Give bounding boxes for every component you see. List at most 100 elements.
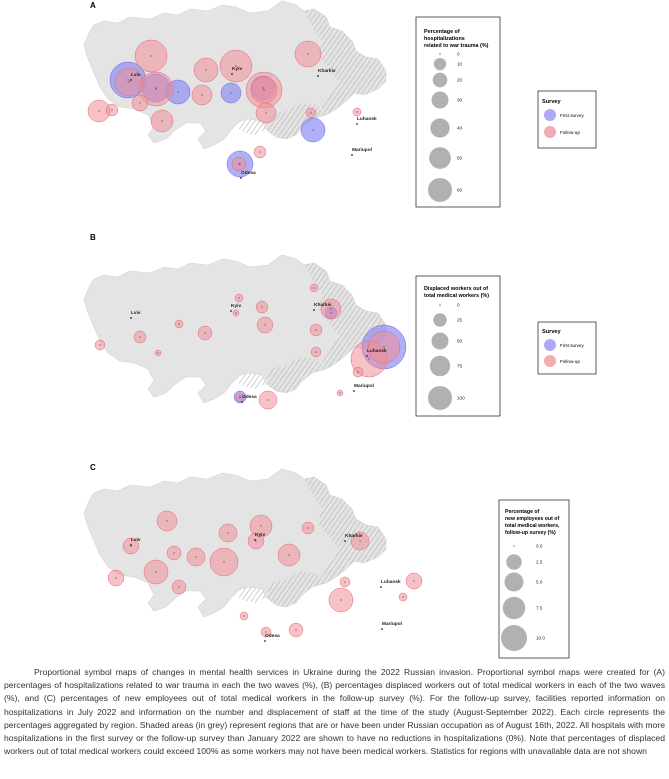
symbol-centre-dot: [259, 151, 261, 153]
symbol-centre-dot: [356, 111, 358, 113]
size-legend-c-title-1: Percentage of: [505, 509, 540, 515]
size-legend-label: 50: [457, 339, 463, 344]
size-legend-circle: [430, 118, 450, 138]
size-legend-c-title-4: follow-up survey (%): [505, 530, 556, 536]
city-marker-mariupol: [381, 628, 383, 630]
occupied-region-c: [238, 477, 386, 607]
symbol-centre-dot: [265, 631, 267, 633]
symbol-centre-dot: [310, 112, 312, 114]
size-legend-b: Displaced workers out of total medical w…: [415, 275, 501, 417]
size-legend-label: 50: [457, 156, 463, 161]
city-label-lviv: Lviv: [131, 72, 141, 78]
size-legend-c-title-2: new employees out of: [505, 516, 559, 522]
city-label-odesa: Odesa: [241, 170, 256, 176]
size-legend-label: 25: [457, 318, 463, 323]
symbol-centre-dot: [383, 346, 385, 348]
symbol-centre-dot: [295, 629, 297, 631]
symbol-centre-dot: [243, 615, 245, 617]
symbol-centre-dot: [161, 120, 163, 122]
symbol-centre-dot: [315, 351, 317, 353]
city-marker-odesa: [264, 640, 266, 642]
size-legend-a-title-3: related to war trauma (%): [424, 43, 489, 49]
size-legend-a-title-1: Percentage of: [424, 29, 460, 35]
symbol-centre-dot: [267, 399, 269, 401]
figure-canvas: A B C Lviv Kyiv Kharkiv Luhansk Mariupol Odes…: [83, 0, 597, 659]
symbol-centre-dot: [307, 527, 309, 529]
city-marker-mariupol: [351, 154, 353, 156]
symbol-centre-dot: [155, 87, 157, 89]
city-label-mariupol: Mariupol: [382, 621, 402, 627]
symbol-centre-dot: [178, 323, 180, 325]
size-legend-label: 75: [457, 364, 463, 369]
city-label-luhansk: Luhansk: [367, 348, 387, 354]
size-legend-circle: [431, 91, 449, 109]
symbol-centre-dot: [263, 89, 265, 91]
size-legend-label: 10.0: [536, 636, 545, 641]
city-marker-kharkiv: [313, 309, 315, 311]
symbol-centre-dot: [313, 287, 315, 289]
survey-legend-b: Survey First survey Follow-up: [537, 321, 597, 375]
symbol-centre-dot: [238, 297, 240, 299]
size-legend-label: 20: [457, 78, 463, 83]
survey-legend-a: Survey First survey Follow-up: [537, 90, 597, 149]
survey-legend-a-label-first: First survey: [560, 113, 584, 118]
symbol-centre-dot: [368, 358, 370, 360]
symbol-centre-dot: [227, 532, 229, 534]
size-legend-b-title-2: total medical workers (%): [424, 293, 489, 299]
city-marker-lviv: [130, 79, 132, 81]
city-marker-kyiv: [231, 73, 233, 75]
occupied-region-a: [238, 9, 386, 139]
size-legend-circle: [439, 304, 441, 306]
size-legend-circle: [432, 72, 448, 88]
symbol-centre-dot: [315, 329, 317, 331]
symbol-centre-dot: [235, 312, 237, 314]
size-legend-label: 0.0: [536, 544, 543, 549]
city-marker-mariupol: [353, 390, 355, 392]
size-legend-label: 10: [457, 62, 463, 67]
size-legend-circle: [433, 57, 447, 71]
symbol-centre-dot: [155, 571, 157, 573]
survey-legend-b-key-first: [544, 339, 556, 351]
city-marker-lviv: [130, 317, 132, 319]
city-label-odesa: Odesa: [242, 394, 257, 400]
city-label-kharkiv: Kharkiv: [318, 68, 336, 74]
symbol-centre-dot: [157, 352, 159, 354]
panel-label-b: B: [90, 233, 96, 242]
symbol-centre-dot: [402, 596, 404, 598]
size-legend-circle: [504, 572, 524, 592]
city-marker-kharkiv: [317, 75, 319, 77]
size-legend-circle: [428, 178, 452, 202]
symbol-centre-dot: [255, 540, 257, 542]
symbol-centre-dot: [115, 577, 117, 579]
size-legend-label: 0: [457, 52, 460, 57]
city-label-kharkiv: Kharkiv: [345, 533, 363, 539]
size-legend-label: 5.0: [536, 580, 543, 585]
symbol-centre-dot: [239, 397, 241, 399]
size-legend-circle: [433, 313, 447, 327]
size-legend-circle: [513, 545, 515, 547]
symbol-centre-dot: [288, 554, 290, 556]
city-label-mariupol: Mariupol: [352, 147, 372, 153]
symbol-centre-dot: [166, 520, 168, 522]
symbol-centre-dot: [223, 561, 225, 563]
symbol-centre-dot: [139, 336, 141, 338]
survey-legend-b-label-follow: Follow-up: [560, 359, 580, 364]
symbol-centre-dot: [128, 81, 130, 83]
symbol-centre-dot: [260, 525, 262, 527]
city-label-odesa: Odesa: [265, 633, 280, 639]
size-legend-c-title-3: total medical workers,: [505, 523, 560, 529]
symbol-centre-dot: [177, 91, 179, 93]
city-marker-odesa: [241, 401, 243, 403]
symbol-centre-dot: [344, 581, 346, 583]
symbol-centre-dot: [239, 163, 241, 165]
size-legend-b-title-1: Displaced workers out of: [424, 286, 488, 292]
symbol-centre-dot: [178, 586, 180, 588]
symbol-centre-dot: [201, 94, 203, 96]
size-legend-label: 60: [457, 188, 463, 193]
city-label-mariupol: Mariupol: [354, 383, 374, 389]
panel-label-c: C: [90, 463, 96, 472]
symbol-centre-dot: [195, 556, 197, 558]
city-label-lviv: Lviv: [131, 310, 141, 316]
size-legend-label: 30: [457, 98, 463, 103]
symbol-centre-dot: [307, 53, 309, 55]
